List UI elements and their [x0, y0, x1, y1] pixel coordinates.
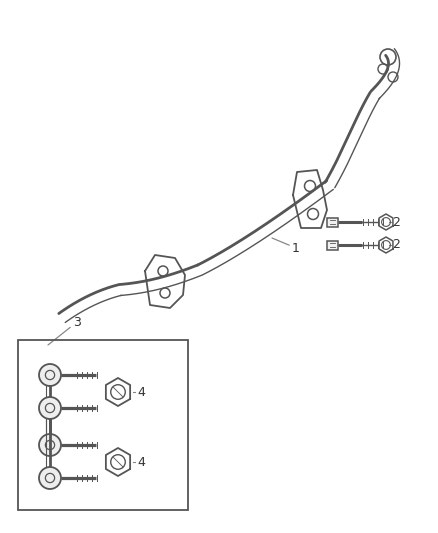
Text: 4: 4 [137, 456, 145, 469]
Text: 1: 1 [272, 238, 300, 254]
Circle shape [39, 467, 61, 489]
Text: 3: 3 [48, 316, 81, 345]
Circle shape [39, 364, 61, 386]
Text: 2: 2 [392, 215, 400, 229]
Text: 2: 2 [392, 238, 400, 252]
Text: 4: 4 [137, 385, 145, 399]
Circle shape [39, 434, 61, 456]
Bar [327, 241, 338, 250]
Bar [327, 218, 338, 227]
Bar [18, 340, 188, 510]
Circle shape [39, 397, 61, 419]
